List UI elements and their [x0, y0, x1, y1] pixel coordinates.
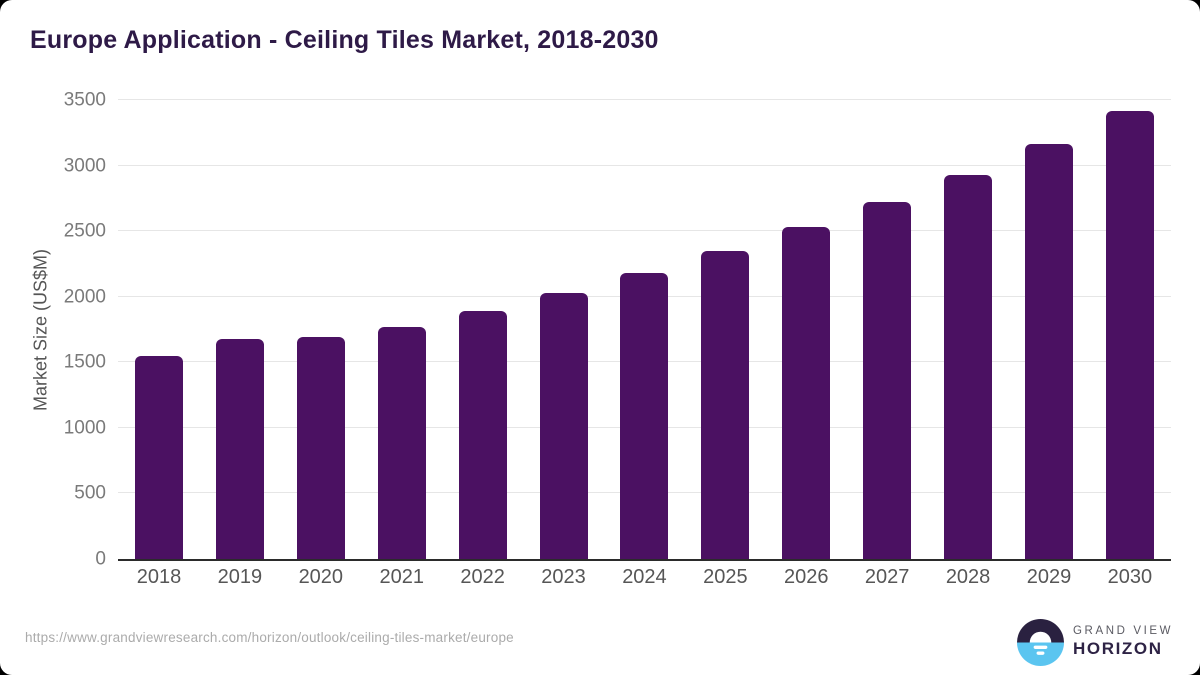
x-tick-label: 2019: [217, 566, 263, 588]
plot-area: [118, 99, 1171, 561]
bar-series: [118, 100, 1171, 559]
brand-line2: HORIZON: [1073, 639, 1163, 659]
brand-line1: GRAND VIEW: [1073, 625, 1174, 638]
gridline: [118, 99, 1171, 100]
y-tick-label: 1500: [63, 351, 106, 373]
y-tick-label: 3000: [63, 155, 106, 177]
x-tick-label: 2018: [136, 566, 182, 588]
bar-2020[interactable]: [296, 337, 345, 559]
y-tick-label: 2500: [63, 220, 106, 242]
y-tick-label: 500: [74, 482, 106, 504]
bar-2025[interactable]: [701, 250, 750, 559]
brand-name: GRAND VIEW HORIZON: [1073, 625, 1173, 659]
bar-2019[interactable]: [215, 339, 264, 559]
bar-2024[interactable]: [620, 273, 669, 559]
x-tick-label: 2020: [298, 566, 344, 588]
bar-2029[interactable]: [1024, 143, 1073, 559]
x-tick-label: 2022: [460, 566, 505, 588]
bar-2028[interactable]: [944, 174, 993, 559]
bar-2018[interactable]: [135, 355, 183, 559]
bar-2021[interactable]: [377, 326, 426, 559]
chart-title: Europe Application - Ceiling Tiles Marke…: [30, 26, 659, 54]
x-tick-label: 2027: [864, 566, 910, 588]
sunrise-logo-icon: [1017, 619, 1064, 666]
y-axis-tick-labels: 0 500 1000 1500 2000 2500 3000 3500: [0, 91, 106, 569]
gridline: [118, 230, 1171, 232]
x-tick-label: 2026: [784, 566, 829, 588]
x-tick-label: 2025: [703, 566, 748, 588]
brand-logo: GRAND VIEW HORIZON: [1017, 619, 1173, 666]
bar-2030[interactable]: [1105, 111, 1154, 559]
y-tick-label: 3500: [63, 89, 106, 111]
x-tick-label: 2023: [541, 566, 586, 588]
x-tick-label: 2028: [945, 566, 991, 588]
x-tick-label: 2030: [1107, 566, 1153, 588]
gridline: [118, 164, 1171, 166]
bar-2023[interactable]: [539, 293, 588, 559]
x-tick-label: 2024: [622, 566, 667, 588]
x-tick-label: 2029: [1026, 566, 1072, 588]
y-tick-label: 1000: [63, 417, 106, 439]
y-tick-label: 0: [95, 548, 106, 570]
y-tick-label: 2000: [63, 286, 106, 308]
x-tick-label: 2021: [379, 566, 424, 588]
x-axis-tick-labels: 2018 2019 2020 2021 2022 2023 2024 2025 2026 2027…: [118, 566, 1171, 589]
source-url: https://www.grandviewresearch.com/horizo…: [25, 630, 514, 645]
bar-2022[interactable]: [458, 311, 507, 559]
bar-2027[interactable]: [863, 202, 912, 559]
bar-2026[interactable]: [782, 227, 831, 559]
